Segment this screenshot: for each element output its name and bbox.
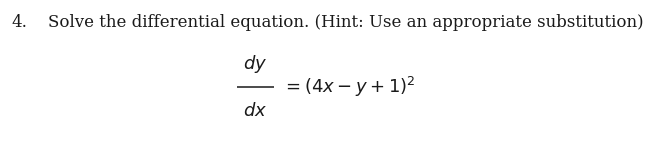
Text: 4.: 4. (12, 14, 28, 31)
Text: $dx$: $dx$ (243, 102, 267, 120)
Text: $= (4x - y + 1)^2$: $= (4x - y + 1)^2$ (282, 75, 415, 99)
Text: Solve the differential equation. (Hint: Use an appropriate substitution): Solve the differential equation. (Hint: … (48, 14, 643, 31)
Text: $dy$: $dy$ (243, 53, 267, 75)
